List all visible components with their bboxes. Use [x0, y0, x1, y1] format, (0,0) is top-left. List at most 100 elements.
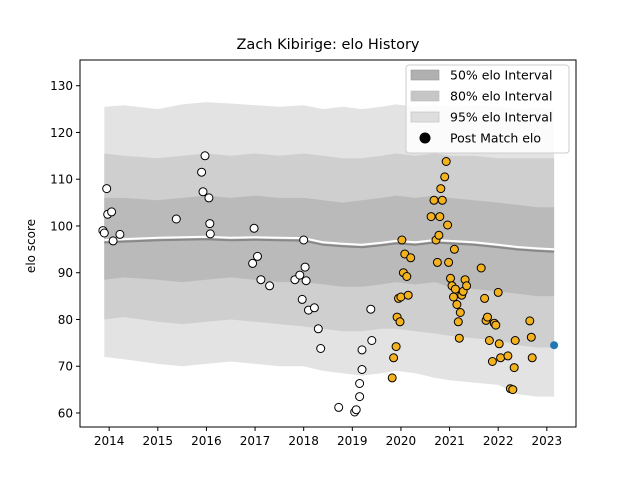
recent-match-point	[509, 363, 519, 373]
recent-match-point	[483, 312, 492, 322]
recent-match-point	[455, 308, 465, 317]
recent-match-point	[437, 195, 447, 205]
early-match-point	[301, 276, 311, 286]
recent-match-point	[436, 184, 446, 194]
early-match-point	[253, 251, 262, 261]
early-match-point	[355, 379, 365, 388]
early-match-point	[256, 275, 266, 285]
recent-match-point	[510, 336, 520, 345]
x-tick-label: 2019	[337, 434, 368, 448]
legend-swatch	[410, 90, 440, 102]
early-match-point	[355, 392, 365, 402]
early-match-point	[249, 223, 259, 233]
legend-label: 50% elo Interval	[450, 68, 552, 83]
early-match-point	[351, 405, 361, 415]
recent-match-point	[395, 317, 405, 327]
recent-match-point	[429, 195, 439, 205]
early-match-point	[367, 336, 377, 345]
early-match-point	[316, 344, 326, 353]
x-tick-label: 2018	[288, 434, 319, 448]
y-tick-label: 120	[50, 126, 73, 140]
recent-match-point	[508, 385, 518, 395]
recent-match-point	[484, 336, 494, 345]
recent-match-point	[432, 257, 442, 267]
x-tick-label: 2015	[143, 434, 174, 448]
legend-box	[405, 64, 570, 154]
recent-match-point	[493, 287, 503, 297]
recent-match-point	[503, 351, 513, 361]
early-match-point	[357, 345, 367, 355]
x-tick-label: 2023	[532, 434, 563, 448]
legend-swatch	[410, 69, 440, 81]
x-tick-label: 2017	[240, 434, 271, 448]
legend-label: 80% elo Interval	[450, 89, 552, 104]
y-tick-label: 100	[50, 219, 73, 233]
legend-swatch	[410, 111, 440, 123]
early-match-point	[102, 184, 112, 194]
early-match-point	[108, 236, 118, 246]
recent-match-point	[487, 357, 497, 366]
early-match-point	[313, 324, 323, 334]
early-match-point	[297, 294, 307, 304]
early-match-point	[295, 270, 305, 280]
early-match-point	[99, 228, 109, 238]
legend: 50% elo Interval 80% elo Interval 95% elo …	[405, 64, 570, 154]
early-match-point	[334, 402, 344, 412]
early-match-point	[248, 258, 258, 268]
recent-match-point	[496, 353, 506, 363]
chart-title: Zach Kibirige: elo History	[237, 37, 420, 53]
recent-match-point	[440, 172, 450, 182]
recent-match-point	[434, 230, 444, 240]
y-tick-label: 90	[58, 266, 73, 280]
recent-match-point	[450, 284, 460, 294]
recent-match-point	[396, 292, 406, 302]
x-tick-label: 2016	[191, 434, 222, 448]
early-match-point	[309, 303, 319, 313]
recent-match-point	[449, 244, 459, 254]
recent-match-point	[426, 212, 436, 222]
recent-match-point	[480, 293, 490, 303]
recent-match-point	[387, 373, 397, 383]
y-tick-label: 70	[58, 360, 73, 374]
legend-label: 95% elo Interval	[450, 110, 552, 125]
recent-match-point	[494, 339, 504, 349]
x-tick-label: 2021	[434, 434, 465, 448]
recent-match-point	[389, 353, 399, 363]
plot-area	[98, 102, 559, 417]
recent-match-point	[476, 263, 486, 273]
early-match-point	[357, 365, 367, 374]
early-match-point	[265, 281, 275, 291]
early-match-point	[115, 229, 125, 239]
early-match-point	[200, 151, 210, 161]
early-match-point	[300, 262, 310, 272]
recent-match-point	[491, 320, 501, 330]
recent-match-point	[406, 253, 416, 263]
recent-match-point	[441, 157, 451, 166]
recent-match-point	[402, 272, 412, 281]
recent-match-point	[403, 290, 413, 300]
mean-elo-line	[104, 235, 555, 251]
x-tick-label: 2020	[386, 434, 417, 448]
recent-match-point	[462, 281, 472, 291]
recent-match-point	[391, 342, 401, 352]
y-tick-label: 60	[58, 406, 73, 420]
recent-match-point	[453, 317, 463, 327]
recent-match-point	[446, 273, 455, 283]
early-match-point	[198, 187, 208, 197]
y-tick-label: 130	[50, 79, 73, 93]
recent-match-point	[527, 353, 537, 363]
recent-match-point	[444, 257, 454, 267]
early-match-point	[205, 219, 215, 229]
y-tick-label: 110	[50, 173, 73, 187]
early-match-point	[205, 229, 215, 239]
early-match-point	[299, 235, 309, 245]
recent-match-point	[452, 300, 462, 309]
y-axis-label: elo score	[24, 219, 38, 273]
early-match-point	[366, 304, 376, 314]
y-tick-label: 80	[58, 313, 73, 327]
recent-match-point	[449, 292, 458, 302]
axes: 2014 2015 2016 2017 2018 2019 2020 2021 2022 2023…	[50, 59, 577, 448]
x-tick-label: 2022	[483, 434, 514, 448]
early-match-point	[204, 193, 214, 203]
